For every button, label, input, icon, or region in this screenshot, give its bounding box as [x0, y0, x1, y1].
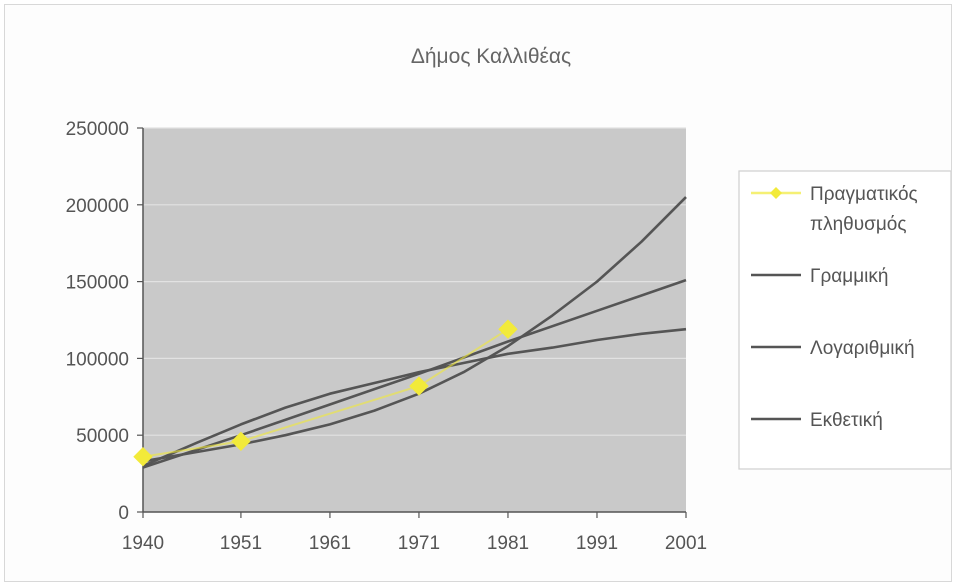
- series-layer: [133, 196, 687, 469]
- x-tick-label: 1991: [576, 533, 618, 554]
- x-tick-label: 1981: [487, 533, 529, 554]
- legend-label: πληθυσμός: [810, 214, 907, 235]
- y-axis-ticks: 0 50000 100000 150000 200000 250000: [66, 119, 143, 524]
- y-tick-label: 250000: [66, 119, 129, 140]
- legend-item: Εκθετική: [751, 410, 883, 431]
- x-tick-label: 1951: [220, 533, 262, 554]
- x-tick-label: 1961: [309, 533, 351, 554]
- gridlines: [143, 127, 686, 436]
- x-axis-ticks: 1940 1951 1961 1971 1981 1991 2001: [122, 512, 707, 554]
- plot-area: [143, 128, 686, 512]
- legend: Πραγματικός πληθυσμός Γραμμική Λογαριθμική Ε…: [738, 170, 952, 470]
- legend-item: Γραμμική: [751, 266, 888, 287]
- chart-title: Δήμος Καλλιθέας: [411, 45, 571, 68]
- data-point: [231, 431, 251, 452]
- x-tick-label: 1940: [122, 533, 164, 554]
- legend-item: Λογαριθμική: [751, 338, 915, 359]
- y-tick-label: 150000: [66, 273, 129, 294]
- legend-item: Πραγματικός πληθυσμός: [751, 184, 918, 235]
- y-tick-label: 0: [118, 503, 129, 524]
- series-line-Λογαριθμική: [142, 327, 687, 468]
- y-tick-label: 50000: [76, 426, 129, 447]
- legend-label: Γραμμική: [810, 266, 888, 287]
- data-point: [133, 446, 153, 467]
- legend-label: Πραγματικός: [810, 184, 918, 205]
- legend-label: Εκθετική: [810, 410, 883, 431]
- legend-label: Λογαριθμική: [810, 338, 915, 359]
- x-tick-label: 1971: [398, 533, 440, 554]
- series-line-Πραγματικός πληθυσμός: [142, 328, 509, 458]
- chart: Δήμος Καλλιθέας 0 50000 100000 150000 200000…: [66, 45, 952, 554]
- y-tick-label: 200000: [66, 196, 129, 217]
- chart-area: Δήμος Καλλιθέας 0 50000 100000 150000 200000…: [4, 4, 952, 582]
- data-point: [409, 376, 429, 396]
- y-tick-label: 100000: [66, 349, 129, 370]
- legend-marker: [770, 187, 782, 199]
- x-tick-label: 2001: [665, 533, 707, 554]
- data-point: [498, 319, 518, 339]
